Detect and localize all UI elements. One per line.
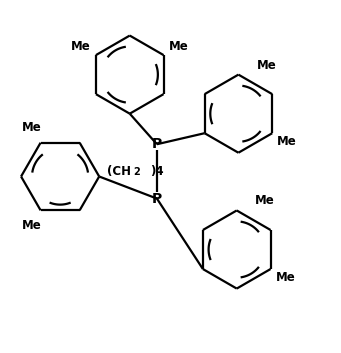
Text: Me: Me <box>256 59 276 72</box>
Text: Me: Me <box>255 195 275 208</box>
Text: 2: 2 <box>133 167 140 178</box>
Text: P: P <box>152 137 162 151</box>
Text: Me: Me <box>22 219 42 232</box>
Text: Me: Me <box>71 40 91 53</box>
Text: (CH: (CH <box>107 165 131 178</box>
Text: )4: )4 <box>150 165 164 178</box>
Text: P: P <box>152 192 162 205</box>
Text: Me: Me <box>277 135 297 148</box>
Text: Me: Me <box>168 40 188 53</box>
Text: Me: Me <box>276 271 295 284</box>
Text: Me: Me <box>22 121 42 134</box>
